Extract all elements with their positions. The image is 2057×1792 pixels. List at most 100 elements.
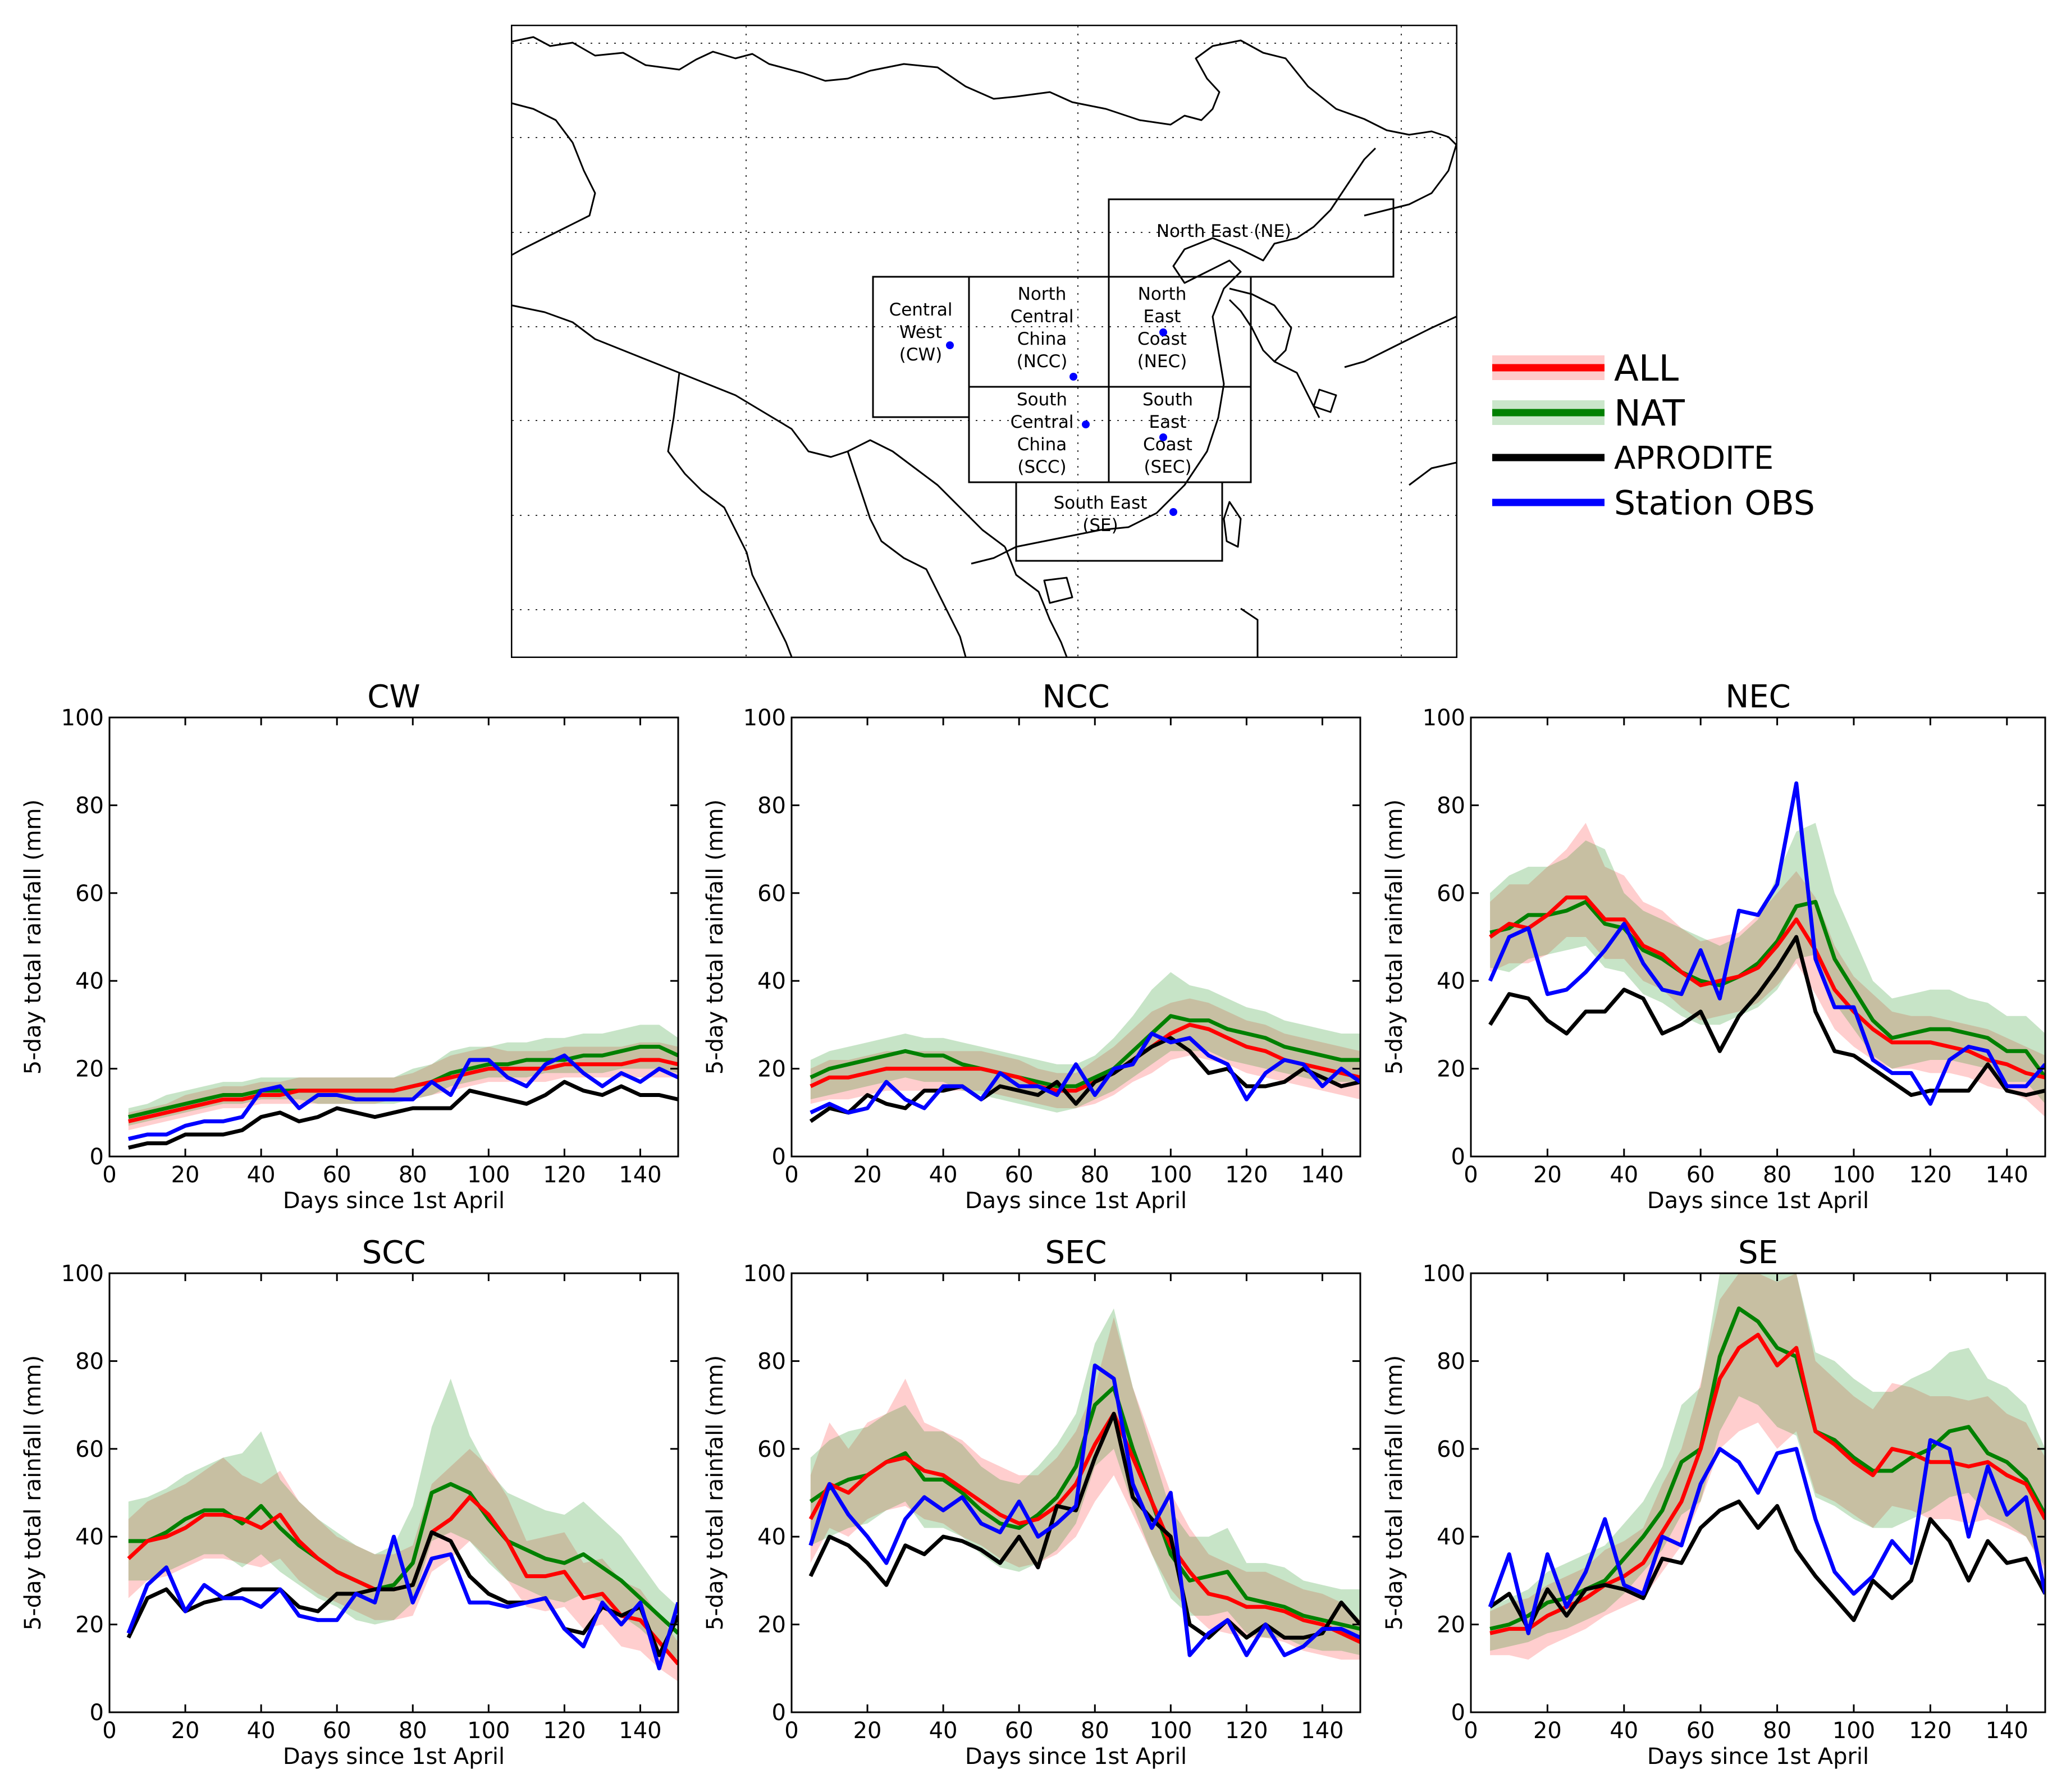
x-tick-label-ncc-120: 120 (1225, 1162, 1268, 1188)
x-tick-label-sec-80: 80 (1081, 1718, 1109, 1744)
x-tick-label-se-60: 60 (1686, 1718, 1715, 1744)
x-tick-label-ncc-60: 60 (1005, 1162, 1034, 1188)
region-map: North East (NE) Central West (CW) North Centr… (511, 25, 1457, 658)
x-tick-label-se-120: 120 (1909, 1718, 1951, 1744)
y-tick-label-cw-80: 80 (75, 793, 104, 819)
y-tick-label-ncc-100: 100 (743, 705, 786, 731)
y-tick-label-nec-40: 40 (1437, 968, 1465, 994)
y-tick-label-ncc-0: 0 (772, 1144, 786, 1170)
y-tick-label-se-100: 100 (1423, 1261, 1465, 1287)
y-tick-label-se-40: 40 (1437, 1524, 1465, 1550)
x-tick-label-nec-100: 100 (1832, 1162, 1875, 1188)
band-nat-se (1490, 1273, 2045, 1651)
x-tick-label-nec-40: 40 (1610, 1162, 1638, 1188)
x-tick-label-nec-0: 0 (1464, 1162, 1478, 1188)
x-tick-label-cw-120: 120 (543, 1162, 586, 1188)
series-line-all-sec (808, 1411, 1360, 1644)
chart-title-sec: SEC (1045, 1235, 1107, 1271)
y-axis-label-sec: 5-day total rainfall (mm) (702, 1355, 728, 1630)
station-markers (946, 328, 1177, 516)
x-tick-label-scc-140: 140 (619, 1718, 661, 1744)
x-tick-label-se-40: 40 (1610, 1718, 1638, 1744)
y-tick-label-nec-20: 20 (1437, 1057, 1465, 1082)
plot-frame-se (1470, 1272, 2046, 1713)
band-nat-scc (128, 1378, 678, 1660)
y-tick-label-sec-80: 80 (757, 1348, 786, 1374)
x-tick-label-scc-60: 60 (323, 1718, 351, 1744)
y-tick-label-scc-60: 60 (75, 1437, 104, 1462)
x-axis-label-nec: Days since 1st April (1647, 1188, 1869, 1214)
x-tick-label-ncc-0: 0 (784, 1162, 798, 1188)
chart-title-nec: NEC (1725, 679, 1790, 715)
x-tick-label-cw-60: 60 (323, 1162, 351, 1188)
x-tick-label-nec-80: 80 (1763, 1162, 1791, 1188)
plot-frame-cw (108, 716, 679, 1158)
region-boxes (872, 198, 1395, 562)
band-all-se (1490, 1273, 2045, 1660)
chart-title-ncc: NCC (1042, 679, 1109, 715)
x-axis-label-ncc: Days since 1st April (965, 1188, 1187, 1214)
x-tick-label-ncc-140: 140 (1301, 1162, 1343, 1188)
station-marker-nec (1159, 328, 1167, 336)
series-line-all-cw (128, 1058, 678, 1123)
y-tick-label-se-80: 80 (1437, 1348, 1465, 1374)
legend-label-aprodite: APRODITE (1614, 440, 1773, 477)
region-label-ne: North East (NE) (1157, 221, 1291, 241)
y-tick-label-cw-60: 60 (75, 881, 104, 907)
plot-frame-ncc (790, 716, 1361, 1158)
series-line-station-obs-sec (808, 1363, 1360, 1657)
x-tick-label-scc-0: 0 (102, 1718, 116, 1744)
x-tick-label-sec-40: 40 (929, 1718, 958, 1744)
y-tick-label-scc-20: 20 (75, 1612, 104, 1638)
station-marker-sec (1159, 433, 1167, 441)
x-tick-label-cw-140: 140 (619, 1162, 661, 1188)
x-tick-label-ncc-80: 80 (1081, 1162, 1109, 1188)
y-tick-label-ncc-20: 20 (757, 1057, 786, 1082)
legend-label-station-obs: Station OBS (1614, 484, 1815, 523)
y-tick-label-scc-100: 100 (61, 1261, 104, 1287)
x-tick-label-ncc-100: 100 (1149, 1162, 1192, 1188)
band-all-cw (128, 1042, 678, 1131)
x-tick-label-sec-60: 60 (1005, 1718, 1034, 1744)
y-tick-label-sec-40: 40 (757, 1524, 786, 1550)
plot-frame-sec (790, 1272, 1361, 1713)
chart-title-cw: CW (367, 679, 420, 715)
y-axis-label-ncc: 5-day total rainfall (mm) (702, 799, 728, 1075)
x-tick-label-se-100: 100 (1832, 1718, 1875, 1744)
band-nat-nec (1490, 822, 2045, 1104)
region-label-ncc: North Central China (NCC) (1011, 284, 1074, 372)
x-tick-label-se-20: 20 (1533, 1718, 1562, 1744)
y-tick-label-cw-0: 0 (90, 1144, 104, 1170)
series-line-station-obs-nec (1488, 781, 2045, 1106)
x-tick-label-scc-40: 40 (247, 1718, 276, 1744)
station-marker-scc (1082, 420, 1090, 428)
region-label-sec: South East Coast (SEC) (1142, 390, 1193, 477)
y-tick-label-nec-80: 80 (1437, 793, 1465, 819)
x-tick-label-scc-80: 80 (399, 1718, 427, 1744)
x-axis-label-scc: Days since 1st April (283, 1744, 505, 1770)
map-frame (511, 25, 1457, 658)
x-tick-label-sec-20: 20 (853, 1718, 882, 1744)
chart-title-scc: SCC (362, 1235, 426, 1271)
x-axis-label-sec: Days since 1st April (965, 1744, 1187, 1770)
y-axis-label-cw: 5-day total rainfall (mm) (20, 799, 46, 1075)
x-tick-label-sec-120: 120 (1225, 1718, 1268, 1744)
x-tick-label-scc-20: 20 (171, 1718, 200, 1744)
y-tick-label-cw-20: 20 (75, 1057, 104, 1082)
series-line-aprodite-se (1489, 1500, 2045, 1631)
series-line-station-obs-ncc (810, 1031, 1360, 1115)
y-tick-label-nec-0: 0 (1451, 1144, 1465, 1170)
x-tick-label-cw-0: 0 (102, 1162, 116, 1188)
chart-title-se: SE (1738, 1235, 1778, 1271)
map-gridlines (512, 26, 1456, 657)
x-tick-label-se-80: 80 (1763, 1718, 1791, 1744)
legend-label-nat: NAT (1614, 393, 1685, 435)
y-tick-label-scc-0: 0 (90, 1700, 104, 1726)
plot-frame-scc (108, 1272, 679, 1713)
